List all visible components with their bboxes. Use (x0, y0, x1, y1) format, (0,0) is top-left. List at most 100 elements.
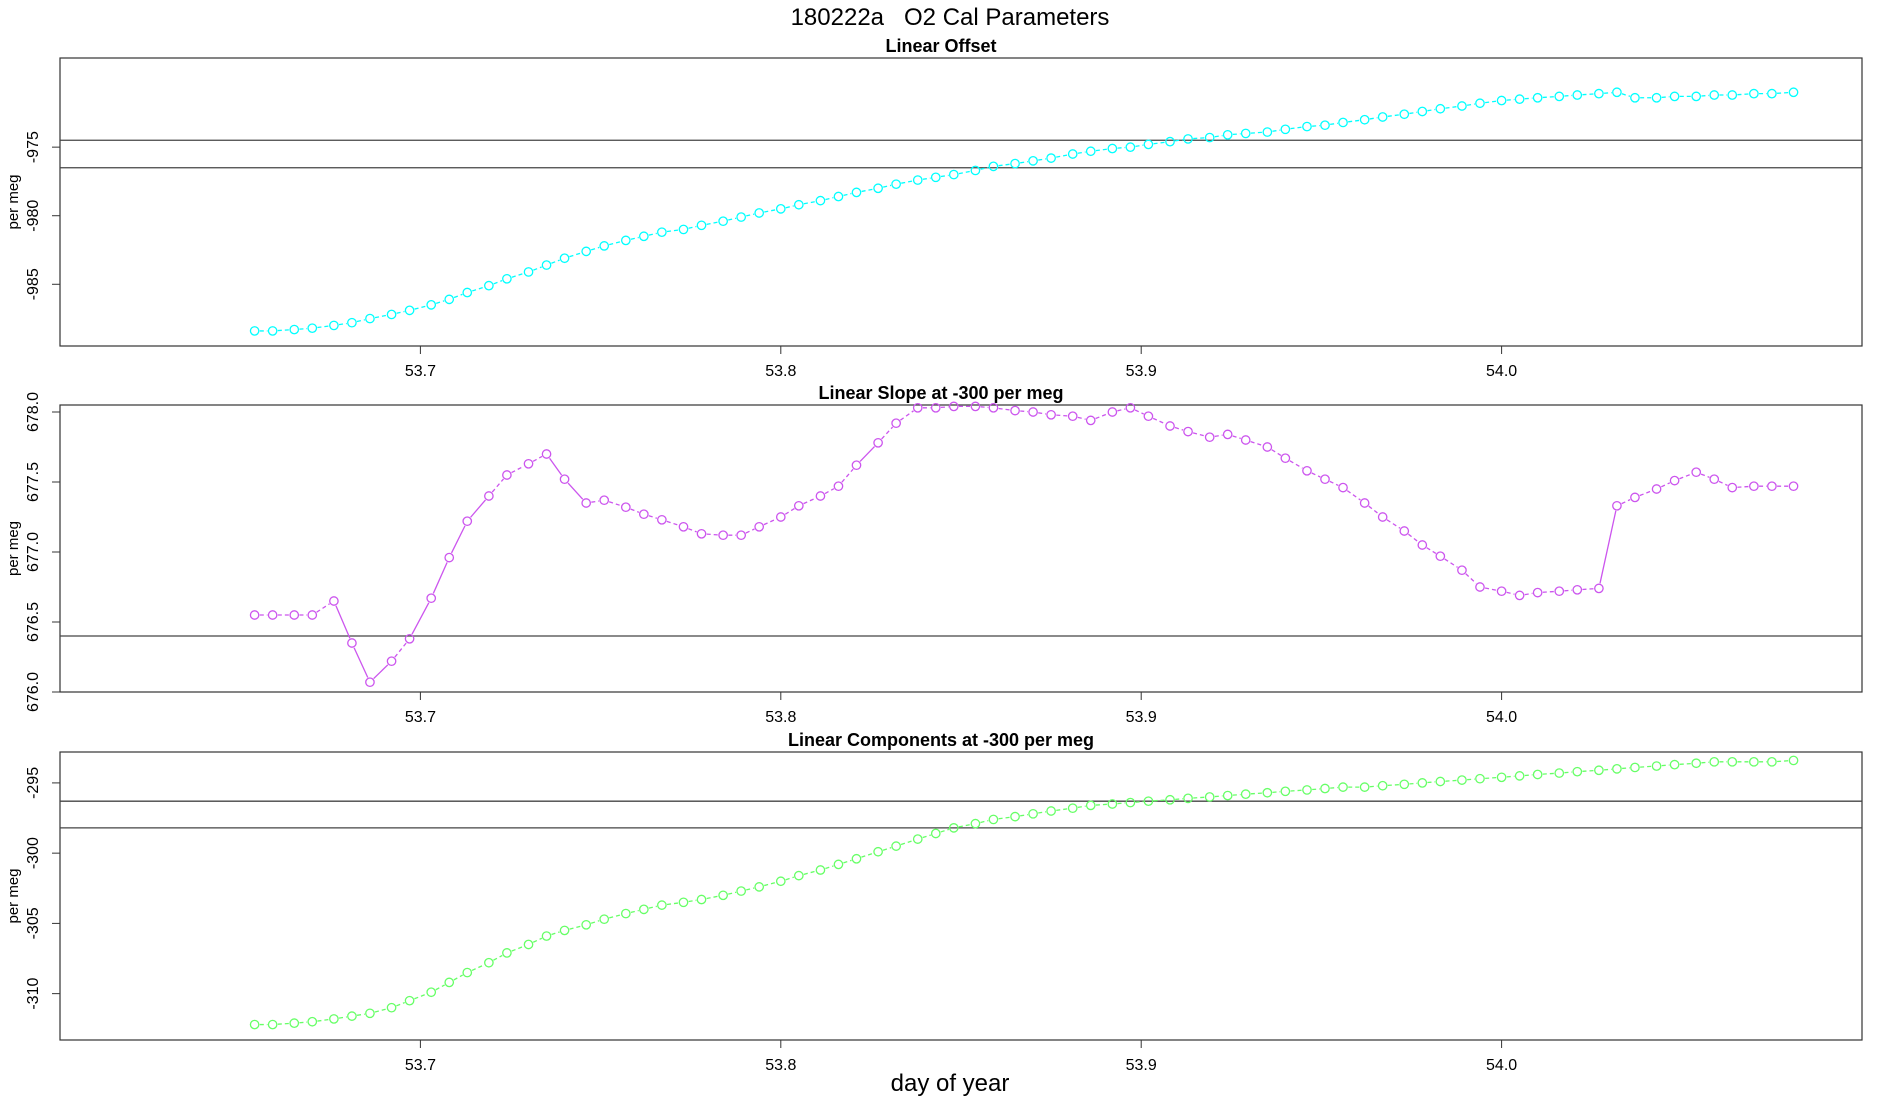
linear-offset-segment (1153, 141, 1165, 145)
linear-offset-point-67 (1554, 91, 1565, 102)
linear-components-point-23 (696, 894, 707, 905)
linear-offset-point-24 (718, 216, 728, 227)
linear-slope-segment (1679, 473, 1692, 480)
linear-slope-point-49 (1204, 432, 1215, 443)
linear-slope-segment (1192, 432, 1205, 437)
linear-components-segment (511, 945, 524, 952)
linear-offset-point-0 (249, 326, 260, 336)
linear-slope-point-59 (1399, 526, 1410, 536)
linear-slope-point-47 (1165, 421, 1175, 431)
linear-slope-segment (1117, 408, 1126, 412)
linear-offset-point-76 (1727, 90, 1738, 100)
linear-components-point-3 (307, 1016, 318, 1027)
linear-slope-segment (450, 525, 466, 554)
linear-offset-segment (1777, 91, 1789, 94)
linear-components-point-47 (1165, 794, 1175, 805)
linear-offset-segment (1038, 158, 1047, 161)
linear-components-point-39 (1010, 811, 1020, 822)
linear-offset-segment (338, 322, 347, 326)
linear-offset-segment (998, 163, 1010, 167)
linear-components-point-28 (793, 870, 804, 881)
linear-offset-point-6 (365, 313, 375, 324)
linear-components-segment (1077, 805, 1086, 809)
linear-offset-point-61 (1435, 103, 1446, 114)
linear-components-segment (1409, 782, 1418, 785)
linear-offset-segment (746, 213, 755, 217)
linear-slope-segment (432, 562, 448, 594)
linear-components-segment (1542, 772, 1555, 775)
linear-components-point-13 (502, 948, 512, 958)
linear-components-point-50 (1222, 790, 1233, 801)
linear-slope-segment (1174, 426, 1184, 431)
linear-slope-segment (1582, 588, 1594, 591)
linear-slope-point-73 (1669, 475, 1680, 486)
linear-components-point-27 (775, 876, 786, 887)
linear-components-segment (1330, 786, 1338, 789)
linear-slope-y-tick-label-2: 677.0 (25, 532, 42, 572)
linear-slope-segment (940, 406, 949, 409)
linear-slope-segment (1465, 573, 1477, 584)
linear-components-point-70 (1612, 764, 1622, 774)
linear-slope-point-40 (1028, 407, 1038, 417)
linear-offset-point-31 (851, 187, 862, 198)
linear-components-point-62 (1457, 775, 1467, 785)
linear-slope-point-37 (970, 401, 981, 412)
linear-components-segment (277, 1022, 290, 1025)
linear-slope-y-tick-label-1: 676.5 (25, 602, 42, 642)
linear-slope-segment (411, 602, 430, 635)
linear-offset-point-19 (620, 235, 631, 246)
linear-slope-point-1 (267, 610, 278, 620)
linear-components-y-tick-label-2: -305 (25, 907, 42, 939)
linear-components-point-59 (1399, 779, 1410, 790)
linear-offset-point-26 (754, 208, 765, 218)
linear-offset-segment (648, 232, 657, 236)
linear-components-point-7 (386, 1002, 397, 1013)
linear-components-point-35 (930, 828, 941, 839)
linear-slope-point-63 (1475, 582, 1485, 592)
linear-components-point-78 (1767, 756, 1777, 767)
linear-components-y-axis-label: per meg (5, 868, 22, 923)
linear-slope-segment (1311, 472, 1321, 478)
linear-components-point-51 (1240, 789, 1251, 799)
linear-offset-point-48 (1183, 134, 1193, 144)
panel-linear-components: Linear Components at -300 per meg 53.7 53.… (5, 730, 1863, 1074)
linear-slope-point-0 (249, 610, 260, 620)
linear-components-point-9 (426, 987, 437, 998)
linear-components-segment (551, 931, 560, 936)
linear-slope-point-69 (1594, 583, 1604, 594)
linear-offset-point-23 (696, 220, 707, 231)
linear-slope-point-20 (638, 509, 649, 520)
linear-offset-point-15 (541, 260, 552, 270)
linear-components-point-36 (948, 823, 959, 833)
linear-offset-point-77 (1749, 88, 1759, 99)
linear-offset-point-2 (289, 324, 300, 335)
linear-components-segment (374, 1008, 387, 1013)
linear-components-x-tick-label-3: 54.0 (1486, 1057, 1517, 1074)
linear-components-segment (688, 899, 697, 903)
linear-offset-point-60 (1417, 106, 1428, 117)
linear-slope-segment (1232, 435, 1241, 440)
linear-offset-point-9 (426, 300, 437, 310)
linear-offset-point-5 (347, 317, 357, 328)
linear-slope-point-54 (1302, 465, 1312, 476)
linear-slope-segment (1621, 499, 1631, 505)
linear-slope-segment (763, 518, 777, 526)
linear-components-point-24 (718, 890, 728, 901)
linear-offset-point-43 (1085, 146, 1096, 157)
linear-components-segment (1175, 798, 1183, 801)
linear-offset-segment (472, 286, 485, 292)
linear-offset-point-57 (1359, 114, 1370, 125)
linear-slope-point-25 (736, 530, 747, 541)
linear-components-point-31 (851, 853, 862, 864)
linear-offset-segment (861, 188, 874, 193)
linear-components-segment (1427, 781, 1436, 784)
linear-components-segment (609, 914, 621, 919)
linear-offset-segment (569, 252, 582, 258)
linear-components-segment (493, 954, 503, 961)
linear-offset-point-79 (1788, 87, 1799, 98)
linear-offset-point-37 (970, 165, 981, 176)
linear-components-point-69 (1594, 765, 1604, 776)
linear-slope-segment (1386, 519, 1401, 529)
linear-slope-segment (316, 603, 330, 613)
linear-offset-point-52 (1262, 127, 1273, 137)
